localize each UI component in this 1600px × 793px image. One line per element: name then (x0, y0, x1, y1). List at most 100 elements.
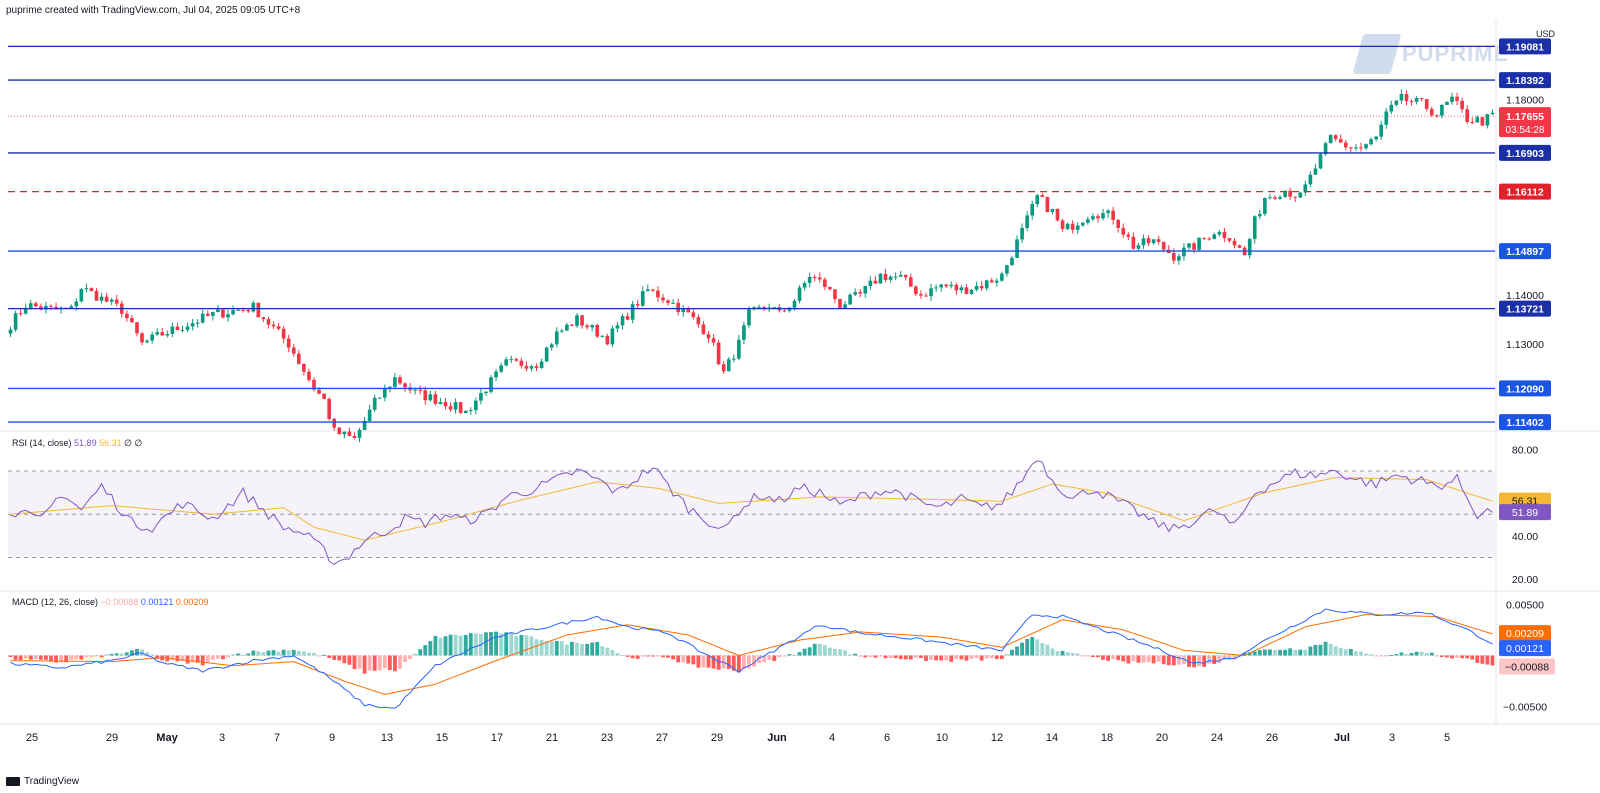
macd-histogram-bar (382, 655, 387, 669)
candle-body (1409, 101, 1414, 103)
candle-body (286, 338, 291, 348)
macd-histogram-bar (44, 655, 48, 660)
macd-histogram-bar (1313, 644, 1318, 656)
candle-body (221, 309, 225, 318)
candle-body (33, 303, 38, 307)
macd-histogram-bar (969, 655, 974, 659)
macd-histogram-bar (69, 655, 74, 660)
candle-body (1217, 231, 1222, 235)
macd-histogram-bar (812, 643, 817, 656)
macd-histogram-bar (893, 655, 898, 659)
macd-histogram-bar (878, 655, 883, 657)
candle-body (1116, 219, 1121, 228)
candle-body (211, 312, 215, 316)
candle-body (919, 294, 923, 296)
candle-body (1141, 238, 1146, 246)
macd-histogram-bar (650, 655, 655, 657)
level-badge-label: 1.18392 (1506, 75, 1544, 87)
candle-body (418, 389, 423, 391)
macd-histogram-bar (33, 655, 38, 660)
candle-body (448, 406, 453, 410)
macd-histogram-bar (1111, 655, 1116, 660)
level-badge (1499, 38, 1551, 55)
macd-histogram-bar (1379, 655, 1384, 657)
candle-body (1359, 147, 1363, 149)
candle-body (645, 289, 650, 292)
macd-line (10, 608, 1493, 709)
candles-group (8, 89, 1495, 443)
macd-histogram-bar (241, 654, 246, 656)
candle-body (605, 335, 610, 345)
rsi-ma-line (10, 476, 1493, 541)
candle-body (716, 342, 721, 365)
candle-body (1268, 197, 1272, 199)
candle-body (165, 333, 170, 336)
candle-body (342, 431, 347, 435)
last-price-label: 1.17655 (1506, 111, 1544, 123)
macd-histogram-bar (1308, 646, 1313, 656)
candle-body (327, 398, 331, 419)
macd-histogram-bar (570, 641, 574, 656)
macd-histogram-bar (1151, 655, 1156, 664)
candle-body (1384, 111, 1389, 125)
candle-body (180, 330, 185, 332)
macd-histogram-bar (838, 649, 842, 656)
candle-body (1485, 114, 1490, 126)
candle-body (458, 402, 463, 413)
macd-histogram-bar (1338, 647, 1343, 656)
macd-histogram-bar (1414, 651, 1419, 656)
macd-histogram-bar (504, 632, 509, 656)
time-axis-label: 3 (1389, 732, 1395, 744)
rsi-legend[interactable]: RSI (14, close) 51.89 56.31 ∅ ∅ (12, 438, 142, 449)
candle-body (474, 400, 478, 411)
candle-body (666, 300, 670, 303)
macd-histogram-bar (1085, 655, 1090, 657)
macd-histogram-bar (1399, 652, 1404, 656)
macd-badge-label: 0.00121 (1506, 643, 1544, 655)
candle-body (463, 410, 468, 413)
macd-histogram-bar (1192, 655, 1196, 668)
candle-body (656, 290, 660, 298)
macd-histogram-bar (1455, 655, 1459, 658)
candle-body (1065, 223, 1070, 229)
macd-histogram-bar (994, 655, 999, 660)
macd-histogram-bar (281, 649, 286, 656)
macd-histogram-bar (413, 653, 418, 656)
candle-body (560, 330, 564, 332)
macd-histogram-bar (119, 653, 124, 656)
macd-histogram-bar (1419, 651, 1424, 656)
macd-hist-legend-value: −0.00088 (100, 597, 139, 607)
candle-body (1156, 239, 1161, 242)
macd-histogram-bar (782, 655, 787, 657)
candle-body (443, 401, 448, 407)
candle-body (934, 287, 938, 289)
macd-histogram-bar (408, 655, 413, 660)
time-axis-label: Jul (1334, 732, 1350, 744)
candle-body (534, 366, 539, 369)
macd-histogram-bar (1298, 649, 1303, 656)
candle-body (276, 326, 281, 329)
macd-histogram-bar (1328, 643, 1333, 656)
candle-body (767, 307, 772, 309)
currency-label[interactable]: USD (1536, 29, 1556, 39)
macd-histogram-bar (1035, 639, 1040, 656)
bar-countdown-label: 03:54:28 (1506, 125, 1545, 136)
candle-body (1232, 240, 1237, 246)
candle-body (84, 288, 89, 290)
candle-body (1212, 234, 1217, 240)
candle-body (94, 290, 99, 301)
candle-body (519, 360, 524, 366)
macd-histogram-bar (529, 636, 534, 656)
macd-histogram-bar (443, 636, 448, 656)
candle-body (1404, 94, 1409, 102)
time-axis-label: 24 (1211, 732, 1223, 744)
macd-histogram-bar (114, 653, 119, 656)
macd-histogram-bar (661, 655, 665, 658)
macd-legend[interactable]: MACD (12, 26, close) −0.00088 0.00121 0.… (12, 597, 208, 607)
macd-histogram-bar (731, 655, 736, 671)
candle-body (347, 431, 352, 437)
candle-body (681, 307, 686, 313)
macd-histogram-bar (271, 650, 276, 656)
candle-body (504, 359, 509, 366)
